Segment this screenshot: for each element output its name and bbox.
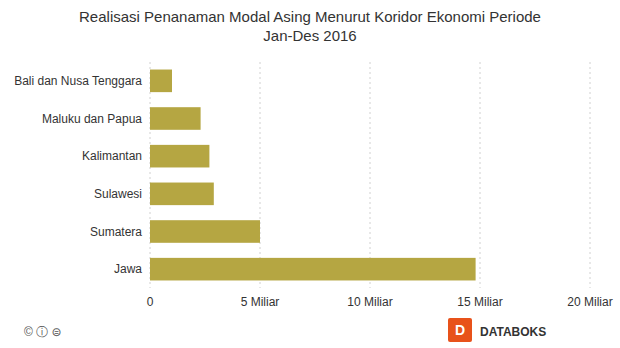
tick-label: 0 bbox=[147, 295, 154, 309]
bar bbox=[150, 107, 201, 130]
footer-icons: © ⓘ ⊜ bbox=[24, 325, 62, 339]
category-label: Sumatera bbox=[90, 225, 142, 239]
category-label: Jawa bbox=[114, 262, 142, 276]
tick-label: 15 Miliar bbox=[457, 295, 502, 309]
bar bbox=[150, 220, 260, 243]
bar bbox=[150, 258, 476, 281]
category-axis: Jawa Sumatera Sulawesi Kalimantan Maluku dan… bbox=[14, 74, 142, 276]
category-label: Sulawesi bbox=[94, 187, 142, 201]
bar bbox=[150, 183, 214, 206]
grid-line bbox=[590, 62, 591, 288]
value-axis: 0 5 Miliar 10 Miliar 15 Miliar 20 Miliar bbox=[147, 295, 613, 309]
footer-brand: DATABOKS bbox=[480, 325, 546, 339]
category-label: Maluku dan Papua bbox=[42, 112, 142, 126]
footer: © ⓘ ⊜ D DATABOKS bbox=[24, 318, 546, 342]
grid bbox=[150, 62, 590, 288]
grid-line bbox=[370, 62, 371, 288]
category-label: Kalimantan bbox=[82, 149, 142, 163]
footer-logo-box bbox=[448, 318, 472, 342]
grid-line bbox=[480, 62, 481, 288]
tick-label: 20 Miliar bbox=[567, 295, 612, 309]
grid-line bbox=[260, 62, 261, 288]
tick-label: 5 Miliar bbox=[241, 295, 280, 309]
bar bbox=[150, 145, 209, 168]
grid-line bbox=[150, 62, 151, 288]
category-label: Bali dan Nusa Tenggara bbox=[14, 74, 142, 88]
chart-container: Realisasi Penanaman Modal Asing Menurut … bbox=[0, 0, 620, 348]
chart: Realisasi Penanaman Modal Asing Menurut … bbox=[0, 0, 620, 348]
title: Realisasi Penanaman Modal Asing Menurut … bbox=[79, 8, 541, 44]
bars bbox=[150, 70, 476, 281]
tick-label: 10 Miliar bbox=[347, 295, 392, 309]
bar bbox=[150, 70, 172, 93]
footer-logo: D bbox=[455, 322, 465, 338]
